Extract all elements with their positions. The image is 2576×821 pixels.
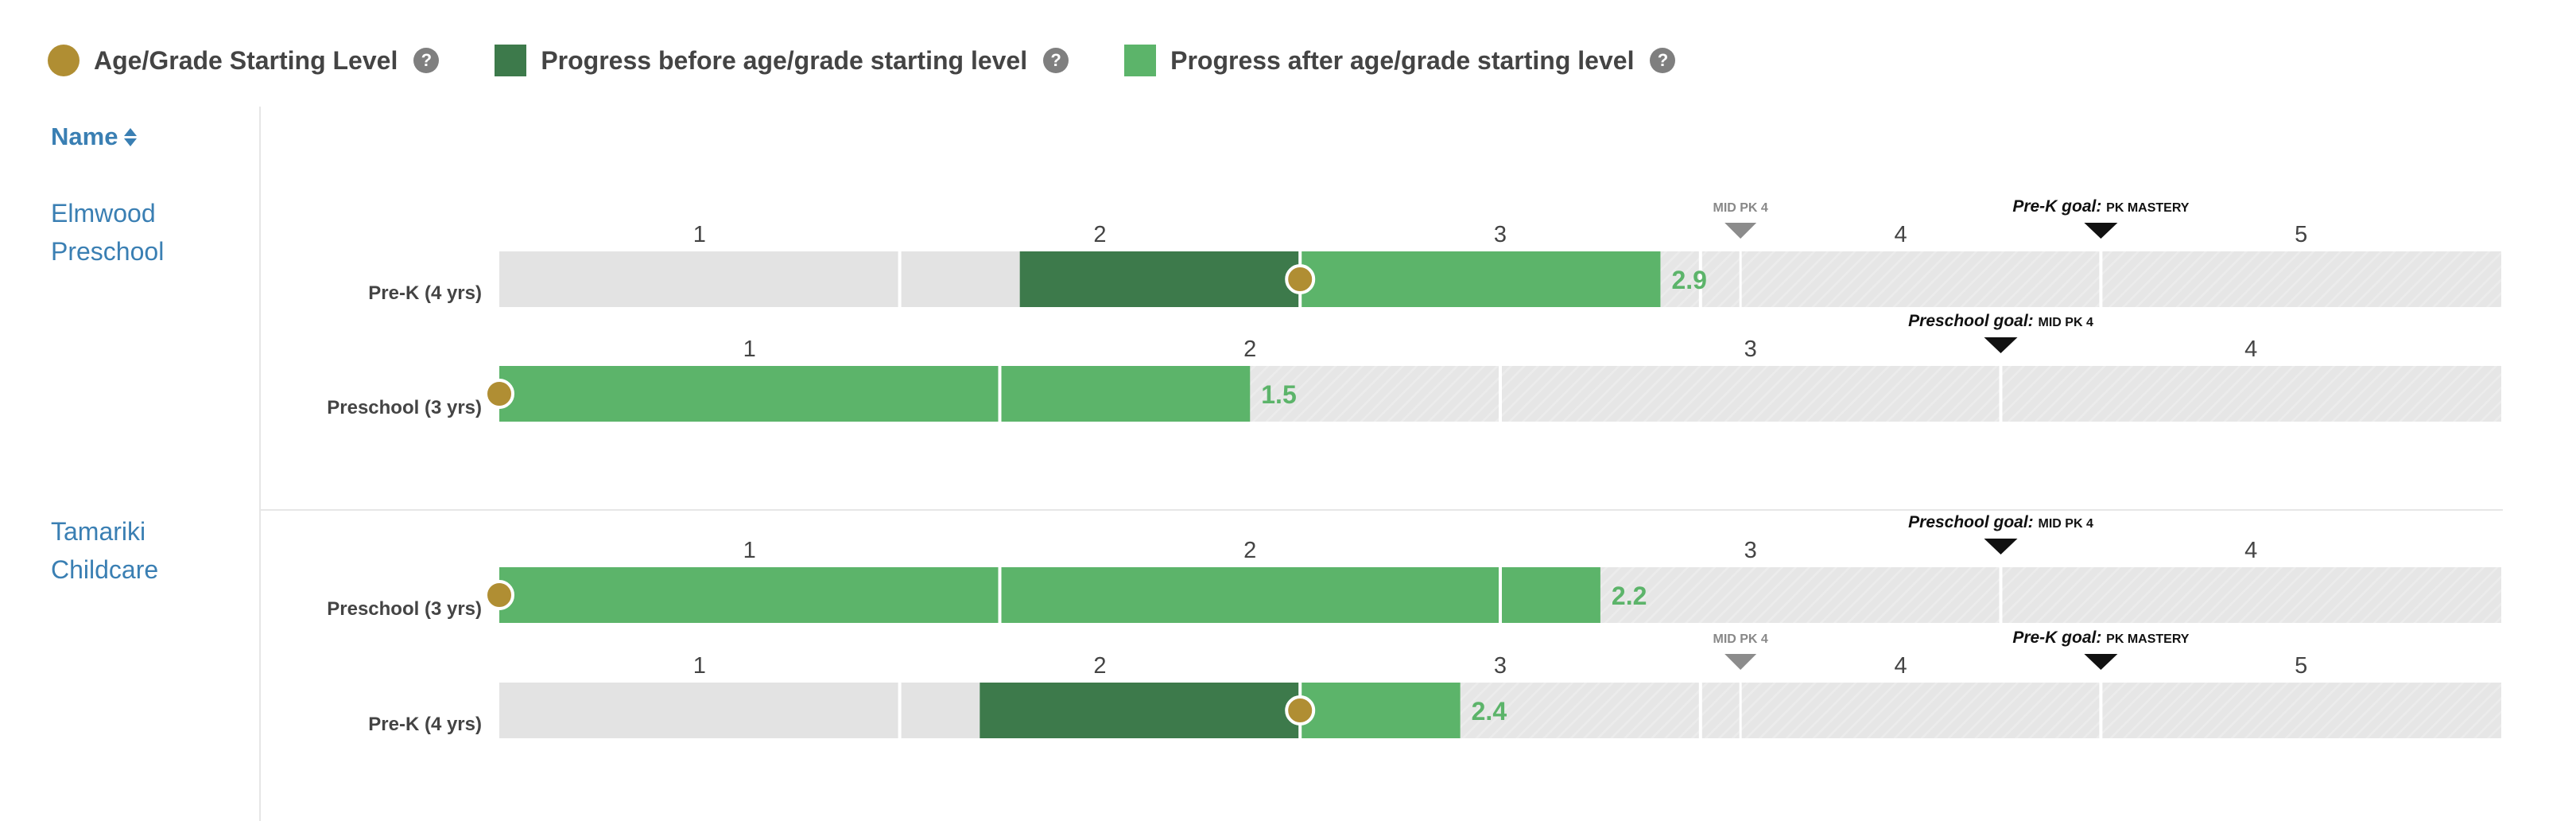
- level-tick-label: 5: [2295, 653, 2307, 679]
- level-tick-label: 4: [1895, 653, 1907, 679]
- goal-prefix: Pre-K goal:: [2012, 197, 2106, 216]
- row-label: Preschool (3 yrs): [327, 397, 482, 418]
- value-label: 2.4: [1472, 697, 1507, 726]
- question-circle-icon[interactable]: ?: [1043, 48, 1069, 73]
- question-circle-icon[interactable]: ?: [413, 48, 440, 73]
- value-label: 2.2: [1612, 582, 1647, 610]
- level-tick-label: 4: [2244, 337, 2257, 362]
- level-tick-label: 5: [2295, 222, 2307, 247]
- legend-label: Progress after age/grade starting level: [1170, 45, 1635, 75]
- goal-marker-triangle: [1984, 337, 2018, 353]
- level-tick-label: 3: [1744, 337, 1757, 362]
- marker-label: MID PK 4: [1713, 201, 1767, 215]
- legend-label: Progress before age/grade starting level: [541, 45, 1028, 75]
- goal-marker-triangle: [2084, 223, 2118, 239]
- sort-arrows-icon[interactable]: [124, 127, 138, 146]
- progress-after-bar: [499, 366, 1251, 422]
- progress-before-bar: [1019, 251, 1301, 307]
- goal-level: PK MASTERY: [2106, 201, 2190, 215]
- goal-prefix: Pre-K goal:: [2012, 628, 2106, 647]
- goal-prefix: Preschool goal:: [1908, 513, 2038, 531]
- goal-level: PK MASTERY: [2106, 632, 2190, 646]
- goal-level: MID PK 4: [2039, 517, 2093, 531]
- bar-track-filled: [499, 683, 980, 738]
- goal-marker-label: Preschool goal: MID PK 4: [1908, 312, 2093, 330]
- level-tick-label: 4: [2244, 538, 2257, 563]
- level-tick-label: 2: [1093, 653, 1106, 679]
- starting-level-dot: [484, 379, 514, 409]
- progress-after-bar: [1300, 251, 1661, 307]
- school-link-elmwood[interactable]: Elmwood Preschool: [51, 199, 165, 266]
- starting-level-swatch: [48, 45, 80, 76]
- level-tick-label: 4: [1895, 222, 1907, 247]
- goal-marker-triangle: [2084, 654, 2118, 670]
- level-tick-label: 1: [693, 222, 706, 247]
- level-tick-label: 2: [1243, 337, 1256, 362]
- level-tick-label: 2: [1093, 222, 1106, 247]
- level-tick-label: 3: [1494, 222, 1507, 247]
- column-divider: [259, 107, 261, 821]
- progress-after-swatch: [1124, 45, 1157, 76]
- goal-marker-triangle: [1984, 539, 2018, 554]
- marker-label: MID PK 4: [1713, 632, 1767, 646]
- goal-marker-label: Pre-K goal: PK MASTERY: [2012, 197, 2189, 216]
- goal-prefix: Preschool goal:: [1908, 312, 2038, 330]
- value-label: 2.9: [1671, 266, 1706, 294]
- name-sort-header[interactable]: Name: [51, 123, 138, 151]
- progress-before-swatch: [495, 45, 527, 76]
- marker-triangle: [1724, 223, 1757, 239]
- name-header-label: Name: [51, 123, 118, 150]
- level-tick-label: 1: [743, 337, 756, 362]
- marker-triangle: [1724, 654, 1757, 670]
- level-tick-label: 1: [693, 653, 706, 679]
- legend-label: Age/Grade Starting Level: [94, 45, 398, 75]
- row-label: Preschool (3 yrs): [327, 598, 482, 620]
- bar-track-filled: [499, 251, 1020, 307]
- starting-level-dot: [484, 580, 514, 610]
- progress-after-bar: [499, 567, 1600, 623]
- legend-item-progress-after: Progress after age/grade starting level …: [1124, 45, 1676, 76]
- starting-level-dot: [1285, 264, 1316, 294]
- goal-level: MID PK 4: [2039, 316, 2093, 329]
- starting-level-dot: [1285, 695, 1316, 726]
- school-link-tamariki[interactable]: Tamariki Childcare: [51, 517, 159, 584]
- value-label: 1.5: [1261, 380, 1296, 409]
- level-tick-label: 1: [743, 538, 756, 563]
- level-tick-label: 3: [1744, 538, 1757, 563]
- goal-marker-label: Preschool goal: MID PK 4: [1908, 513, 2093, 531]
- row-label: Pre-K (4 yrs): [368, 282, 482, 304]
- legend-item-progress-before: Progress before age/grade starting level…: [495, 45, 1069, 76]
- progress-after-bar: [1300, 683, 1461, 738]
- progress-before-bar: [980, 683, 1301, 738]
- legend-item-starting-level: Age/Grade Starting Level ?: [48, 45, 440, 76]
- level-tick-label: 2: [1243, 538, 1256, 563]
- question-circle-icon[interactable]: ?: [1650, 48, 1676, 73]
- level-tick-label: 3: [1494, 653, 1507, 679]
- row-divider: [259, 509, 2503, 511]
- goal-marker-label: Pre-K goal: PK MASTERY: [2012, 628, 2189, 647]
- row-label: Pre-K (4 yrs): [368, 714, 482, 735]
- legend: Age/Grade Starting Level ? Progress befo…: [48, 38, 1731, 83]
